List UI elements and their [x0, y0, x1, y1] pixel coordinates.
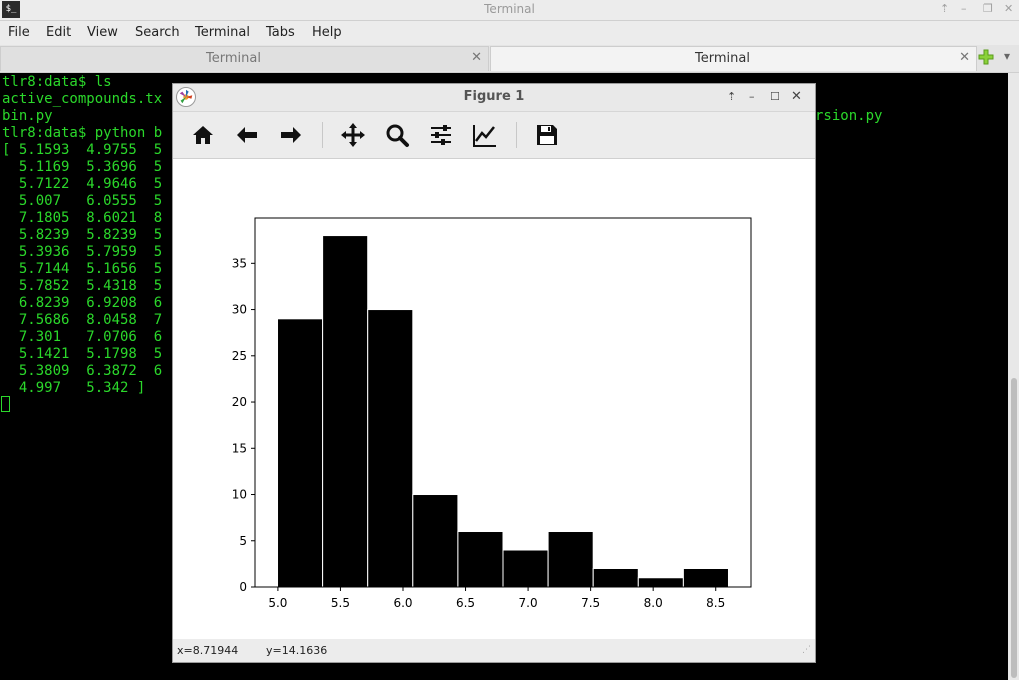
x-tick-label: 5.5 — [331, 596, 350, 610]
plot-canvas[interactable]: 5.0 5.5 6.0 6.5 7.0 7.5 8.0 8.5 0 5 10 15 20 25 30 35 — [173, 159, 815, 639]
tab-label: Terminal — [206, 51, 261, 66]
histogram-bar — [367, 309, 414, 588]
terminal-line: bin.py — [2, 108, 53, 124]
y-tick-label: 10 — [232, 488, 247, 502]
save-icon[interactable] — [534, 122, 560, 148]
tab-label: Terminal — [695, 51, 750, 66]
x-tick-label: 7.5 — [581, 596, 600, 610]
histogram-bar — [457, 531, 504, 588]
toolbar-separator — [322, 122, 323, 148]
y-tick-label: 15 — [232, 441, 247, 455]
figure-titlebar[interactable]: Figure 1 ⇡ – ☐ ✕ — [173, 84, 815, 112]
terminal-line: 5.8239 5.8239 5 — [2, 227, 163, 243]
figure-close-icon[interactable]: ✕ — [791, 89, 802, 104]
pan-icon[interactable] — [340, 122, 366, 148]
histogram-bar — [682, 568, 729, 588]
x-tick-label: 6.5 — [456, 596, 475, 610]
menu-view[interactable]: View — [87, 25, 118, 40]
tab-menu-icon[interactable]: ▾ — [1004, 49, 1011, 63]
x-tick-label: 6.0 — [393, 596, 412, 610]
histogram-chart[interactable]: 5.0 5.5 6.0 6.5 7.0 7.5 8.0 8.5 0 5 10 15 20 25 30 35 — [173, 159, 815, 639]
terminal-line: 7.1805 8.6021 8 — [2, 210, 163, 226]
y-tick-label: 30 — [232, 303, 247, 317]
histogram-bar — [502, 549, 549, 588]
figure-minimize-icon[interactable]: – — [749, 90, 755, 103]
figure-maximize-icon[interactable]: ☐ — [770, 90, 780, 103]
histogram-bar — [412, 494, 459, 588]
menu-edit[interactable]: Edit — [46, 25, 72, 40]
histogram-bar — [637, 577, 684, 588]
minimize-icon[interactable]: – — [961, 2, 967, 15]
terminal-line: tlr8:data$ ls — [2, 74, 112, 90]
cursor-y-readout: y=14.1636 — [266, 644, 328, 657]
histogram-bar — [277, 318, 324, 588]
menu-search[interactable]: Search — [135, 25, 180, 40]
toolbar-separator — [516, 122, 517, 148]
terminal-cursor — [1, 396, 10, 412]
tab-terminal-1[interactable]: Terminal ✕ — [0, 46, 489, 71]
x-tick-label: 7.0 — [519, 596, 538, 610]
terminal-line: 5.3936 5.7959 5 — [2, 244, 163, 260]
terminal-line: active_compounds.tx — [2, 91, 163, 107]
tab-close-icon[interactable]: ✕ — [959, 50, 970, 65]
menu-terminal[interactable]: Terminal — [195, 25, 250, 40]
terminal-icon[interactable]: $_ — [2, 1, 20, 18]
window-up-icon[interactable]: ⇡ — [940, 2, 950, 15]
y-tick-label: 0 — [239, 580, 247, 594]
figure-window-controls: ⇡ – ☐ ✕ — [721, 89, 807, 106]
window-titlebar: $_ Terminal ⇡ – ❐ ✕ — [0, 0, 1019, 21]
x-tick-label: 8.5 — [706, 596, 725, 610]
figure-window: Figure 1 ⇡ – ☐ ✕ — [172, 83, 816, 663]
x-tick-label: 8.0 — [644, 596, 663, 610]
zoom-icon[interactable] — [384, 122, 410, 148]
menu-help[interactable]: Help — [312, 25, 342, 40]
terminal-line: 6.8239 6.9208 6 — [2, 295, 163, 311]
menu-tabs[interactable]: Tabs — [266, 25, 295, 40]
terminal-line: 5.1169 5.3696 5 — [2, 159, 163, 175]
x-tick-label: 5.0 — [268, 596, 287, 610]
terminal-fragment: rsion.py — [815, 108, 883, 124]
terminal-line: 5.7122 4.9646 5 — [2, 176, 163, 192]
terminal-line: [ 5.1593 4.9755 5 — [2, 142, 163, 158]
configure-subplots-icon[interactable] — [428, 122, 454, 148]
figure-up-icon[interactable]: ⇡ — [727, 90, 737, 103]
terminal-line: 5.7144 5.1656 5 — [2, 261, 163, 277]
cursor-x-readout: x=8.71944 — [177, 644, 239, 657]
figure-toolbar — [173, 112, 815, 159]
back-arrow-icon[interactable] — [234, 122, 260, 148]
tab-bar: Terminal ✕ Terminal ✕ ▾ — [0, 45, 1019, 73]
terminal-line: 5.7852 5.4318 5 — [2, 278, 163, 294]
matplotlib-logo-icon — [176, 87, 196, 107]
menu-file[interactable]: File — [8, 25, 30, 40]
histogram-bar — [547, 531, 594, 588]
terminal-line: 5.3809 6.3872 6 — [2, 363, 163, 379]
tab-close-icon[interactable]: ✕ — [471, 50, 482, 65]
terminal-line: 7.301 7.0706 6 — [2, 329, 163, 345]
new-tab-icon[interactable] — [978, 49, 994, 65]
terminal-line: 5.007 6.0555 5 — [2, 193, 163, 209]
edit-axis-icon[interactable] — [472, 122, 498, 148]
figure-statusbar: x=8.71944 y=14.1636 ⋰ — [173, 639, 815, 662]
home-icon[interactable] — [190, 122, 216, 148]
figure-title: Figure 1 — [463, 89, 525, 104]
menubar: File Edit View Search Terminal Tabs Help — [0, 21, 1019, 45]
forward-arrow-icon[interactable] — [278, 122, 304, 148]
terminal-line: tlr8:data$ python b — [2, 125, 163, 141]
y-tick-label: 25 — [232, 349, 247, 363]
histogram-bar — [592, 568, 639, 588]
restore-icon[interactable]: ❐ — [983, 2, 993, 15]
terminal-line: 4.997 5.342 ] — [2, 380, 146, 396]
y-tick-label: 20 — [232, 395, 247, 409]
tab-terminal-2[interactable]: Terminal ✕ — [490, 46, 977, 71]
terminal-scrollbar[interactable] — [1008, 73, 1019, 680]
histogram-bar — [322, 235, 369, 588]
close-icon[interactable]: ✕ — [1004, 2, 1014, 15]
scrollbar-thumb[interactable] — [1011, 378, 1017, 678]
y-tick-label: 35 — [232, 256, 247, 270]
terminal-line: 7.5686 8.0458 7 — [2, 312, 163, 328]
y-tick-label: 5 — [239, 534, 247, 548]
window-title: Terminal — [484, 2, 535, 16]
terminal-line: 5.1421 5.1798 5 — [2, 346, 163, 362]
resize-grip-icon[interactable]: ⋰ — [802, 645, 811, 655]
